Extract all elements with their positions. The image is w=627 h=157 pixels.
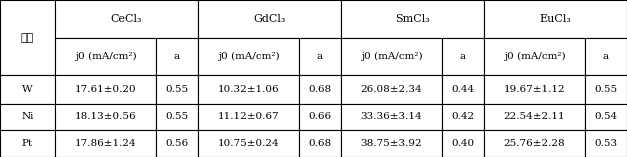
Text: 22.54±2.11: 22.54±2.11 [503, 112, 566, 122]
Bar [198, 38, 299, 75]
Text: Pt: Pt [22, 139, 33, 148]
Text: GdCl₃: GdCl₃ [253, 14, 286, 24]
Bar [55, 130, 156, 157]
Text: 10.32±1.06: 10.32±1.06 [218, 85, 279, 94]
Bar [585, 38, 627, 75]
Text: j0 (mA/cm²): j0 (mA/cm²) [503, 52, 566, 61]
Text: 26.08±2.34: 26.08±2.34 [361, 85, 423, 94]
Bar [442, 104, 484, 130]
Text: W: W [22, 85, 33, 94]
Bar [585, 130, 627, 157]
Text: 0.55: 0.55 [594, 85, 618, 94]
Bar [55, 38, 156, 75]
Text: 38.75±3.92: 38.75±3.92 [361, 139, 423, 148]
Text: 11.12±0.67: 11.12±0.67 [218, 112, 279, 122]
Bar [585, 75, 627, 104]
Text: j0 (mA/cm²): j0 (mA/cm²) [361, 52, 423, 61]
Bar [341, 75, 442, 104]
Bar [299, 75, 341, 104]
Text: 25.76±2.28: 25.76±2.28 [503, 139, 566, 148]
Bar [341, 38, 442, 75]
Text: 0.40: 0.40 [451, 139, 475, 148]
Bar [0, 0, 55, 75]
Bar [156, 75, 198, 104]
Text: j0 (mA/cm²): j0 (mA/cm²) [218, 52, 279, 61]
Bar [156, 104, 198, 130]
Text: EuCl₃: EuCl₃ [540, 14, 571, 24]
Bar [341, 0, 484, 38]
Text: 18.13±0.56: 18.13±0.56 [75, 112, 136, 122]
Bar [156, 130, 198, 157]
Bar [55, 0, 198, 38]
Text: 전극: 전극 [21, 33, 34, 43]
Bar [156, 38, 198, 75]
Bar [341, 130, 442, 157]
Bar [198, 0, 341, 38]
Bar [198, 130, 299, 157]
Text: 17.86±1.24: 17.86±1.24 [75, 139, 136, 148]
Bar [0, 75, 55, 104]
Text: SmCl₃: SmCl₃ [395, 14, 430, 24]
Text: 0.56: 0.56 [166, 139, 189, 148]
Bar [585, 104, 627, 130]
Text: 0.54: 0.54 [594, 112, 618, 122]
Bar [198, 104, 299, 130]
Text: a: a [317, 52, 323, 61]
Text: 0.55: 0.55 [166, 112, 189, 122]
Bar [484, 0, 627, 38]
Bar [341, 104, 442, 130]
Bar [299, 38, 341, 75]
Text: 0.44: 0.44 [451, 85, 475, 94]
Bar [442, 38, 484, 75]
Bar [299, 130, 341, 157]
Bar [55, 75, 156, 104]
Text: CeCl₃: CeCl₃ [111, 14, 142, 24]
Text: a: a [174, 52, 180, 61]
Text: a: a [460, 52, 466, 61]
Text: 19.67±1.12: 19.67±1.12 [503, 85, 566, 94]
Bar [0, 130, 55, 157]
Bar [484, 104, 585, 130]
Text: Ni: Ni [21, 112, 34, 122]
Bar [484, 130, 585, 157]
Text: 0.55: 0.55 [166, 85, 189, 94]
Text: j0 (mA/cm²): j0 (mA/cm²) [75, 52, 136, 61]
Text: 33.36±3.14: 33.36±3.14 [361, 112, 423, 122]
Bar [484, 38, 585, 75]
Text: 0.66: 0.66 [308, 112, 332, 122]
Text: a: a [603, 52, 609, 61]
Text: 10.75±0.24: 10.75±0.24 [218, 139, 279, 148]
Bar [442, 130, 484, 157]
Bar [198, 75, 299, 104]
Text: 0.42: 0.42 [451, 112, 475, 122]
Bar [484, 75, 585, 104]
Bar [0, 104, 55, 130]
Bar [55, 104, 156, 130]
Text: 0.68: 0.68 [308, 139, 332, 148]
Text: 0.53: 0.53 [594, 139, 618, 148]
Bar [442, 75, 484, 104]
Bar [299, 104, 341, 130]
Text: 0.68: 0.68 [308, 85, 332, 94]
Text: 17.61±0.20: 17.61±0.20 [75, 85, 136, 94]
